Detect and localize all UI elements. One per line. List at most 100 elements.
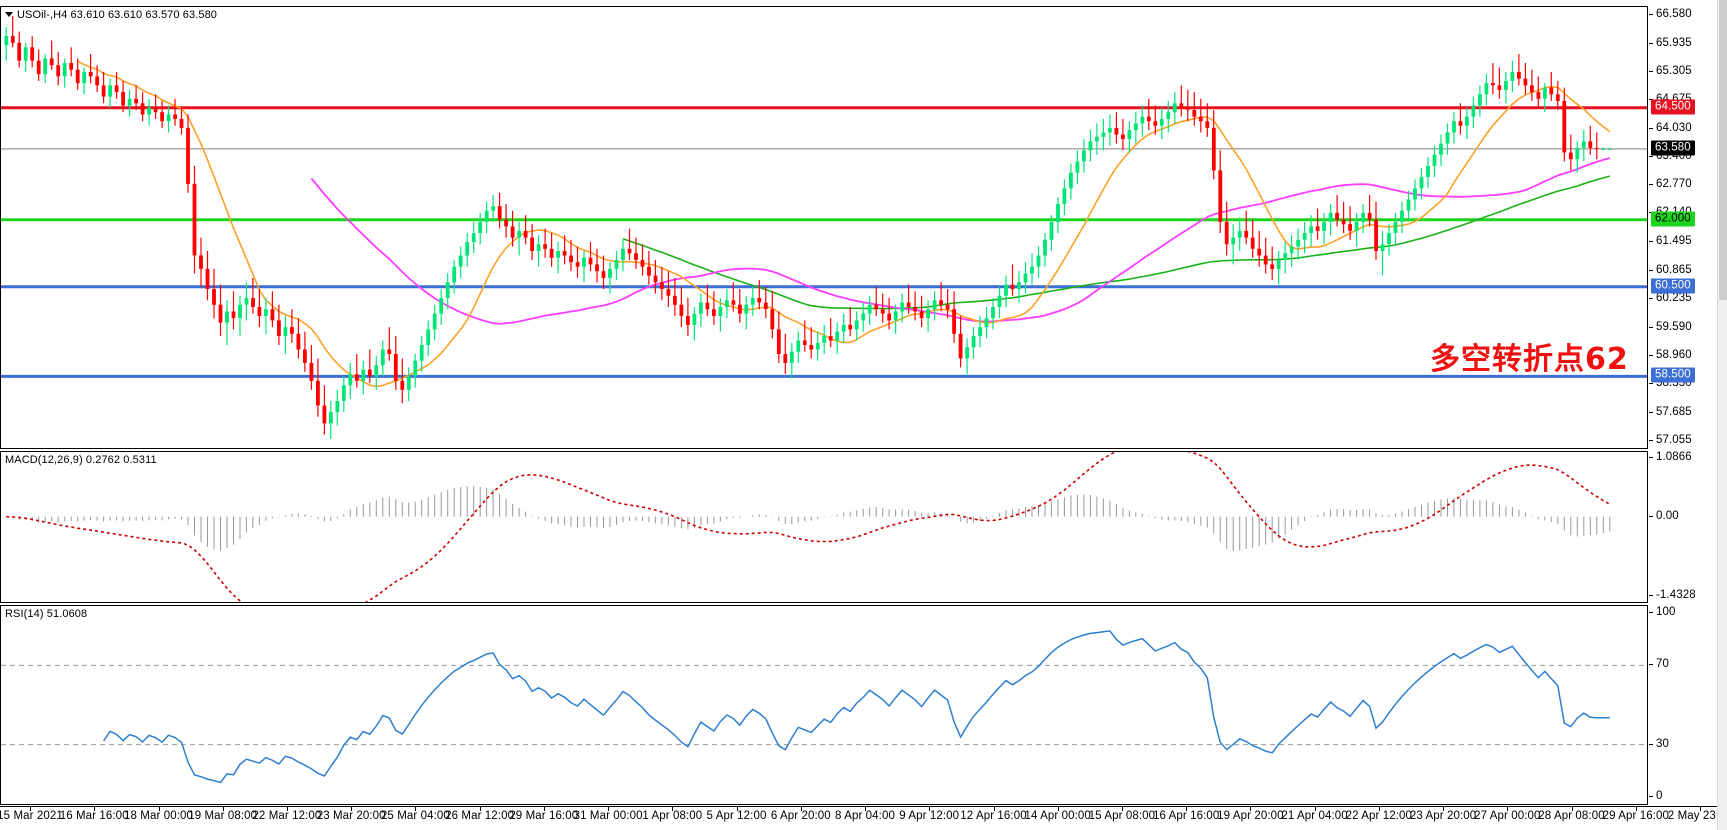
time-axis-label: 9 Apr 12:00 — [899, 810, 960, 822]
time-axis-label: 15 Apr 08:00 — [1088, 810, 1156, 822]
time-axis-tick — [30, 807, 31, 811]
price-scale-label: 61.495 — [1656, 235, 1692, 248]
time-axis-label: 12 Apr 16:00 — [960, 810, 1027, 822]
price-scale-tick — [1649, 326, 1653, 328]
price-scale-label: 60.865 — [1656, 263, 1692, 276]
time-axis-label: 16 Apr 16:00 — [1152, 810, 1220, 822]
time-axis-label: 8 Apr 04:00 — [835, 810, 895, 822]
time-axis-label: 23 Mar 20:00 — [316, 810, 386, 822]
macd-scale-label: 0.00 — [1656, 509, 1679, 522]
price-scale-tick — [1649, 70, 1653, 72]
time-axis-tick — [543, 807, 545, 811]
rsi-plot-area[interactable] — [1, 606, 1647, 804]
time-axis-label: 31 Mar 00:00 — [573, 810, 643, 822]
price-scale-label: 59.590 — [1656, 320, 1692, 333]
price-scale-label: 65.935 — [1656, 36, 1692, 49]
vertical-scrollbar-thumb[interactable] — [1719, 0, 1727, 300]
price-scale-tick — [1649, 269, 1653, 271]
macd-chart-svg — [6, 452, 1611, 602]
price-scale-tick — [1649, 156, 1653, 157]
time-axis-tick — [222, 807, 224, 811]
macd-plot-area[interactable] — [1, 452, 1647, 602]
rsi-scale-tick — [1649, 664, 1653, 666]
time-axis-label: 26 Mar 12:00 — [445, 810, 515, 822]
time-axis-label: 22 Apr 12:00 — [1345, 810, 1413, 822]
macd-panel-legend: MACD(12,26,9) 0.2762 0.5311 — [5, 454, 157, 466]
price-scale-tick — [1649, 297, 1653, 299]
time-axis-label: 2 May 23:00 — [1667, 810, 1727, 822]
macd-scale-tick — [1649, 457, 1653, 458]
price-scale-tick — [1649, 184, 1653, 186]
rsi-scale-tick — [1649, 743, 1653, 745]
price-scale-label: 57.055 — [1656, 434, 1692, 447]
time-axis-label: 22 Mar 12:00 — [252, 810, 322, 822]
time-axis-label: 23 Apr 20:00 — [1409, 810, 1477, 822]
time-axis-tick — [929, 807, 931, 811]
time-axis-label: 19 Mar 08:00 — [188, 810, 258, 822]
time-axis-label: 1 Apr 08:00 — [642, 810, 703, 822]
price-scale-tick — [1649, 13, 1653, 15]
price-scale-label: 66.580 — [1656, 7, 1692, 20]
macd-scale-tick — [1649, 515, 1653, 517]
time-axis-tick — [1314, 807, 1316, 811]
time-axis-tick — [1443, 807, 1445, 811]
price-scale-tick — [1649, 241, 1653, 243]
macd-scale[interactable]: 1.0866 0.00 -1.4328 — [1649, 451, 1727, 603]
price-scale-label: 60.235 — [1656, 291, 1692, 304]
level-badge-64500[interactable]: 64.500 — [1651, 99, 1695, 115]
time-axis-label: 16 Mar 16:00 — [59, 810, 129, 822]
macd-panel[interactable]: MACD(12,26,9) 0.2762 0.5311 — [0, 451, 1648, 603]
level-badge-58500[interactable]: 58.500 — [1651, 367, 1695, 383]
rsi-scale-label: 0 — [1656, 790, 1663, 802]
price-scale[interactable]: 66.58065.93565.30564.67564.03063.40062.7… — [1649, 6, 1727, 449]
price-scale-label: 57.685 — [1656, 405, 1692, 418]
price-scale-label: 58.960 — [1656, 348, 1692, 361]
time-axis-tick — [415, 807, 417, 811]
time-axis-label: 6 Apr 20:00 — [770, 810, 831, 822]
time-axis-tick — [1700, 807, 1701, 811]
price-legend-text: USOil-,H4 63.610 63.610 63.570 63.580 — [17, 9, 218, 21]
price-scale-label: 64.030 — [1656, 121, 1692, 134]
vertical-scrollbar[interactable] — [1717, 0, 1727, 830]
price-chart-svg — [1, 16, 1647, 439]
rsi-panel[interactable]: RSI(14) 51.0608 — [0, 605, 1648, 805]
price-plot-area[interactable] — [1, 7, 1647, 448]
rsi-scale-label: 30 — [1656, 737, 1669, 750]
time-axis-tick — [736, 807, 738, 811]
price-scale-tick — [1649, 42, 1653, 44]
time-axis-label: 18 Mar 00:00 — [124, 810, 193, 822]
time-axis-label: 15 Mar 2021 — [0, 810, 63, 822]
time-axis-label: 27 Apr 00:00 — [1474, 810, 1541, 822]
rsi-scale[interactable]: 100 70 30 0 — [1649, 605, 1727, 805]
price-scale-tick — [1649, 354, 1653, 356]
level-badge-60500[interactable]: 60.500 — [1651, 278, 1695, 294]
last-price-badge[interactable]: 63.580 — [1651, 140, 1695, 156]
rsi-chart-svg — [1, 630, 1647, 784]
price-scale-tick — [1649, 127, 1653, 129]
caret-down-icon[interactable] — [5, 11, 13, 17]
time-axis-label: 28 Apr 08:00 — [1538, 810, 1605, 822]
time-axis-tick — [351, 807, 353, 811]
rsi-scale-label: 70 — [1656, 658, 1669, 671]
price-panel[interactable]: USOil-,H4 63.610 63.610 63.570 63.580 — [0, 6, 1648, 449]
time-axis-label: 25 Mar 04:00 — [380, 810, 450, 822]
rsi-scale-label: 100 — [1656, 606, 1676, 618]
macd-scale-tick — [1649, 595, 1653, 596]
level-badge-62000[interactable]: 62.000 — [1651, 211, 1695, 227]
time-axis-tick — [1057, 807, 1059, 811]
time-axis[interactable]: 15 Mar 2021 16 Mar 16:00 18 Mar 00:00 19 Ma… — [0, 806, 1727, 830]
time-axis-tick — [158, 807, 160, 811]
time-axis-label: 21 Apr 04:00 — [1281, 810, 1348, 822]
price-scale-tick — [1649, 440, 1653, 442]
time-axis-tick — [1121, 807, 1123, 811]
time-axis-label: 29 Apr 16:00 — [1602, 810, 1670, 822]
time-axis-label: 14 Apr 00:00 — [1024, 810, 1091, 822]
time-axis-label: 5 Apr 12:00 — [706, 810, 767, 822]
rsi-scale-tick — [1649, 612, 1653, 613]
price-scale-label: 65.305 — [1656, 64, 1692, 77]
price-scale-label: 62.770 — [1656, 178, 1692, 191]
time-axis-tick — [608, 807, 610, 811]
time-axis-tick — [479, 807, 481, 811]
macd-scale-label: 1.0866 — [1656, 451, 1692, 463]
